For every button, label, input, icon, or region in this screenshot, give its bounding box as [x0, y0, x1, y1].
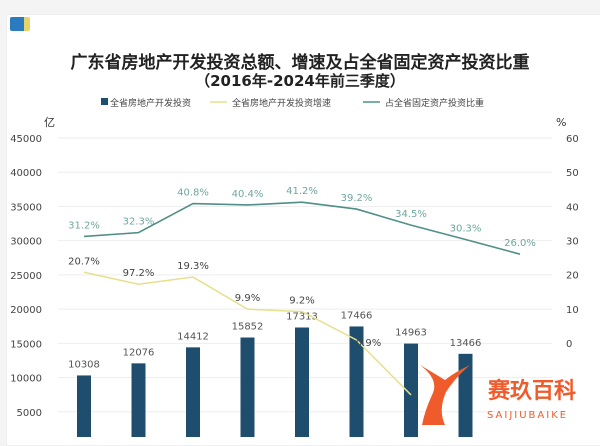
chart-title: 广东省房地产开发投资总额、增速及占全省固定资产投资比重 — [70, 53, 530, 73]
line-data-label: 26.0% — [504, 238, 536, 249]
logo-icon — [10, 17, 30, 31]
bar-2019 — [240, 337, 255, 437]
legend-swatch-bar — [101, 98, 108, 105]
bar-data-label: 15852 — [232, 322, 264, 333]
left-tick-label: 10000 — [10, 374, 42, 385]
bar-data-label: 17466 — [341, 310, 373, 321]
line-data-label: 31.2% — [68, 220, 100, 231]
right-tick-label: 30 — [566, 237, 579, 248]
right-tick-label: 40 — [566, 202, 579, 213]
bar-2018 — [186, 347, 200, 437]
bar-2020 — [295, 327, 309, 437]
bar-data-label: 12076 — [123, 347, 155, 358]
legend-label: 全省房地产开发投资增速 — [232, 97, 331, 109]
left-tick-label: 5000 — [17, 408, 42, 419]
line-data-label: 30.3% — [450, 223, 482, 234]
watermark-subtext: SAIJIUBAIKE — [487, 410, 568, 421]
line-data-label: 19.3% — [177, 261, 209, 272]
line-data-label: 32.3% — [123, 217, 155, 228]
bar-data-label: 10308 — [68, 359, 100, 370]
watermark-text: 赛玖百科 — [487, 378, 576, 404]
right-tick-label: 60 — [566, 134, 579, 145]
left-tick-label: 35000 — [10, 202, 42, 213]
line-data-label: 9.9% — [235, 293, 260, 304]
left-tick-label: 45000 — [10, 134, 42, 145]
bar-2021 — [349, 326, 364, 437]
line-growth — [83, 271, 412, 396]
left-tick-label: 40000 — [10, 168, 42, 179]
left-tick-label: 30000 — [10, 237, 42, 248]
left-tick-label: 15000 — [10, 339, 42, 350]
line-data-label: 20.7% — [68, 256, 100, 267]
right-tick-label: 50 — [566, 168, 579, 179]
bar-data-label: 14412 — [177, 331, 209, 342]
right-tick-label: 0 — [566, 339, 572, 350]
line-share — [83, 201, 521, 255]
line-data-label: 41.2% — [286, 186, 318, 197]
right-tick-label: 20 — [566, 271, 579, 282]
line-data-label: 97.2% — [123, 268, 155, 279]
bar-data-label: 13466 — [450, 338, 482, 349]
chart-subtitle: （2016年-2024年前三季度） — [195, 72, 405, 90]
line-data-label: 40.4% — [232, 189, 264, 200]
bar-data-label: 14963 — [395, 328, 427, 339]
right-axis-unit: % — [556, 116, 566, 129]
bar-2022 — [404, 343, 418, 437]
legend-label: 占全省固定资产投资比重 — [385, 97, 484, 109]
line-data-label: 0.9% — [356, 338, 381, 349]
watermark-whale-icon — [420, 365, 470, 425]
line-data-label: 40.8% — [177, 188, 209, 199]
left-tick-label: 20000 — [10, 305, 42, 316]
bar-data-label: 17313 — [286, 312, 318, 323]
bar-2016 — [77, 375, 91, 437]
right-tick-label: 10 — [566, 305, 579, 316]
line-data-label: 34.5% — [395, 209, 427, 220]
left-axis-unit: 亿 — [44, 116, 55, 129]
legend-label: 全省房地产开发投资 — [110, 97, 191, 109]
line-data-label: 39.2% — [341, 193, 373, 204]
left-tick-label: 25000 — [10, 271, 42, 282]
bar-2017 — [131, 363, 146, 437]
line-data-label: 9.2% — [289, 296, 314, 307]
bar-2023 — [458, 353, 473, 437]
